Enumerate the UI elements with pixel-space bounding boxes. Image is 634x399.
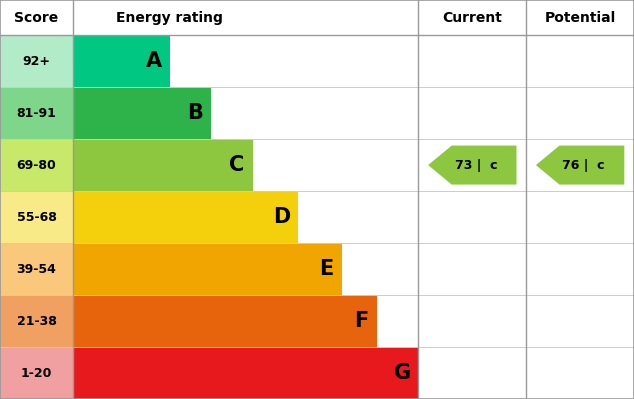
Bar bbox=[0, 295, 73, 347]
Text: 55-68: 55-68 bbox=[16, 211, 56, 223]
Text: E: E bbox=[320, 259, 333, 279]
Bar bbox=[73, 87, 211, 139]
Text: 73 |  c: 73 | c bbox=[455, 158, 497, 172]
Bar bbox=[0, 87, 73, 139]
Text: F: F bbox=[354, 311, 368, 331]
Text: 21-38: 21-38 bbox=[16, 314, 56, 328]
Text: Current: Current bbox=[443, 10, 502, 25]
Text: 39-54: 39-54 bbox=[16, 263, 56, 276]
Bar bbox=[73, 295, 377, 347]
Bar bbox=[0, 35, 73, 87]
Polygon shape bbox=[536, 146, 624, 185]
Text: D: D bbox=[273, 207, 290, 227]
Bar bbox=[73, 139, 252, 191]
Text: B: B bbox=[187, 103, 204, 123]
Bar bbox=[73, 347, 418, 399]
Polygon shape bbox=[428, 146, 517, 185]
Text: C: C bbox=[229, 155, 244, 175]
Text: 69-80: 69-80 bbox=[16, 158, 56, 172]
Text: 1-20: 1-20 bbox=[21, 367, 52, 379]
Bar bbox=[0, 139, 73, 191]
Bar bbox=[73, 191, 297, 243]
Text: Potential: Potential bbox=[545, 10, 616, 25]
Bar bbox=[0, 347, 73, 399]
Bar bbox=[73, 35, 170, 87]
Text: 76 |  c: 76 | c bbox=[562, 158, 605, 172]
Text: Score: Score bbox=[15, 10, 58, 25]
Bar bbox=[0, 191, 73, 243]
Text: 81-91: 81-91 bbox=[16, 107, 56, 120]
Text: G: G bbox=[394, 363, 411, 383]
Bar bbox=[0, 243, 73, 295]
Bar bbox=[73, 243, 342, 295]
Text: 92+: 92+ bbox=[22, 55, 51, 67]
Text: A: A bbox=[146, 51, 162, 71]
Text: Energy rating: Energy rating bbox=[116, 10, 223, 25]
